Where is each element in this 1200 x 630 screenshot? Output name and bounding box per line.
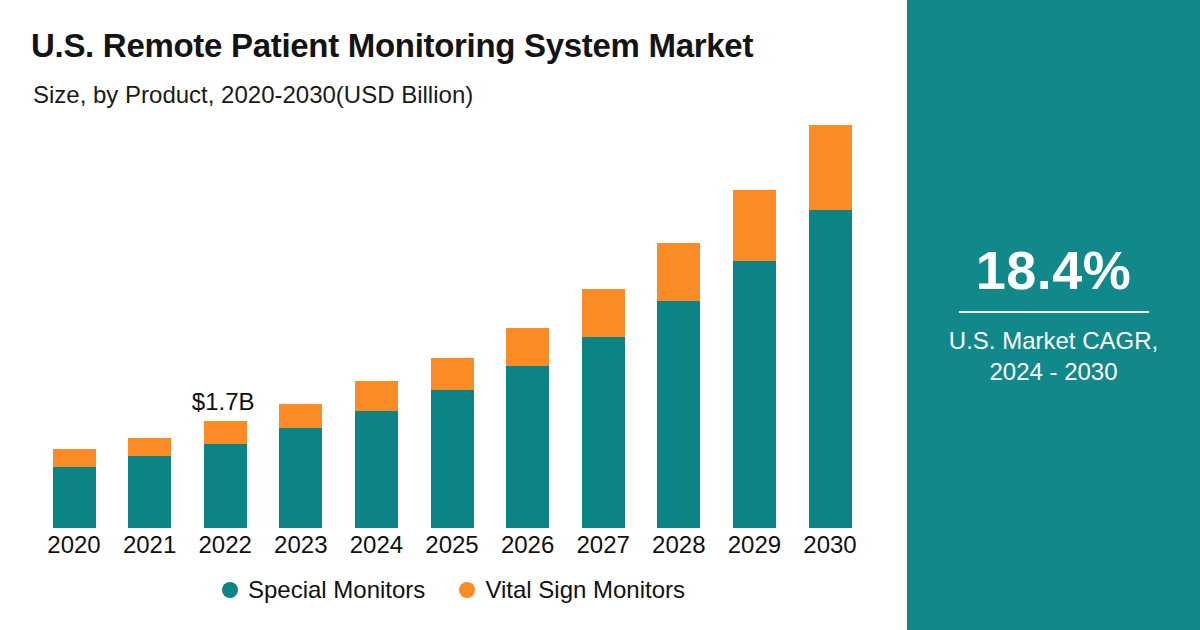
legend-dot-vital-sign-monitors-icon [459, 582, 475, 598]
bar-2024-special-monitors-segment [355, 411, 398, 528]
legend-label-vital-sign-monitors: Vital Sign Monitors [485, 576, 685, 604]
legend-dot-special-monitors-icon [222, 582, 238, 598]
bar-2022-special-monitors-segment [204, 444, 247, 528]
bar-2030 [809, 125, 852, 528]
bar-2026-special-monitors-segment [506, 366, 549, 528]
bar-2025-vital-sign-monitors-segment [431, 358, 474, 390]
cagr-panel: 18.4% U.S. Market CAGR, 2024 - 2030 [907, 0, 1200, 630]
bar-2027 [582, 289, 625, 528]
bar-2027-special-monitors-segment [582, 337, 625, 528]
bar-2028-vital-sign-monitors-segment [657, 243, 700, 301]
bar-2027-vital-sign-monitors-segment [582, 289, 625, 337]
cagr-divider [959, 311, 1149, 313]
plot-area: 2020202120222023202420252026202720282029… [0, 0, 907, 630]
cagr-caption-line2: 2024 - 2030 [989, 356, 1117, 387]
bar-2021-special-monitors-segment [128, 456, 171, 528]
bar-2022-vital-sign-monitors-segment [204, 421, 247, 444]
bar-2030-special-monitors-segment [809, 210, 852, 528]
bar-2021 [128, 438, 171, 528]
bar-2020 [53, 449, 96, 528]
bar-2026 [506, 328, 549, 528]
bar-2028 [657, 243, 700, 528]
bar-2025-special-monitors-segment [431, 390, 474, 528]
bar-2029 [733, 190, 776, 528]
bar-2021-vital-sign-monitors-segment [128, 438, 171, 456]
cagr-value: 18.4% [976, 243, 1132, 297]
x-axis-label-2030: 2030 [785, 531, 875, 559]
legend-item-special-monitors: Special Monitors [222, 576, 425, 604]
infographic: U.S. Remote Patient Monitoring System Ma… [0, 0, 1200, 630]
bar-2028-special-monitors-segment [657, 301, 700, 528]
legend-label-special-monitors: Special Monitors [248, 576, 425, 604]
bar-2029-special-monitors-segment [733, 261, 776, 528]
bar-2022 [204, 421, 247, 528]
bar-2030-vital-sign-monitors-segment [809, 125, 852, 210]
bar-2025 [431, 358, 474, 528]
cagr-caption-line1: U.S. Market CAGR, [949, 325, 1158, 356]
bar-2023 [279, 404, 322, 528]
bar-2023-special-monitors-segment [279, 428, 322, 528]
chart-legend: Special Monitors Vital Sign Monitors [0, 576, 907, 604]
legend-item-vital-sign-monitors: Vital Sign Monitors [459, 576, 685, 604]
bar-2024 [355, 381, 398, 528]
chart-region: U.S. Remote Patient Monitoring System Ma… [0, 0, 907, 630]
bar-value-annotation-2022: $1.7B [158, 388, 288, 416]
bar-2026-vital-sign-monitors-segment [506, 328, 549, 366]
bar-2020-vital-sign-monitors-segment [53, 449, 96, 467]
bar-2029-vital-sign-monitors-segment [733, 190, 776, 261]
bar-2024-vital-sign-monitors-segment [355, 381, 398, 411]
bar-2020-special-monitors-segment [53, 467, 96, 528]
